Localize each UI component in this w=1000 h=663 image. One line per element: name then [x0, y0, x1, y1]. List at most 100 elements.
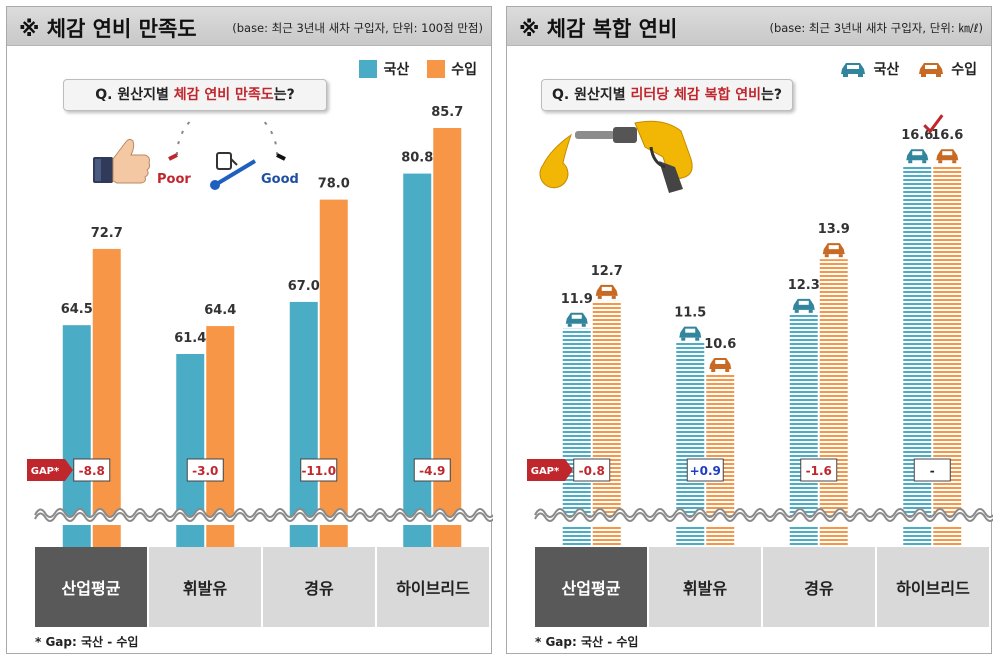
legend-swatch-domestic	[359, 60, 378, 78]
gap-value: -11.0	[301, 464, 336, 478]
gauge-good-label: Good	[261, 172, 299, 187]
value-label-domestic: 11.9	[561, 292, 593, 307]
value-label-domestic: 80.8	[401, 151, 433, 166]
value-label-imported: 85.7	[431, 105, 463, 120]
category-gasoline: 휘발유	[649, 547, 761, 627]
question-suffix: 는?	[761, 87, 783, 103]
question-bubble: Q. 원산지별 체감 연비 만족도는?	[63, 79, 327, 111]
gap-box	[573, 458, 611, 482]
bar-domestic	[289, 301, 318, 547]
fuel-economy-panel: ※ 체감 복합 연비 (base: 최근 3년내 새차 구입자, 단위: ㎞/ℓ…	[506, 6, 993, 654]
value-label-domestic: 11.5	[674, 306, 706, 321]
gap-tag-label: GAP*	[531, 466, 560, 477]
car-icon-imported	[936, 149, 959, 164]
satisfaction-bar-chart: 64.5 72.7 -8.8 61.4 64.4 -3.0 67.0 78.0 -11.0 80.…	[27, 105, 493, 547]
base-note: (base: 최근 3년내 새차 구입자, 단위: ㎞/ℓ)	[769, 21, 983, 35]
fuel-gauge-icon	[168, 119, 286, 190]
car-icon-domestic	[792, 298, 815, 313]
gap-value: -	[930, 464, 935, 478]
category-group: 64.5 72.7 -8.8	[61, 226, 123, 547]
value-label-imported: 12.7	[591, 264, 623, 279]
fuel-nozzle-icon	[575, 120, 693, 193]
bar-imported	[592, 300, 621, 547]
gap-value: -1.6	[806, 464, 832, 478]
gap-value: +0.9	[690, 464, 721, 478]
gap-tag: GAP*	[527, 459, 573, 481]
gap-value: -0.8	[579, 464, 605, 478]
car-icon-imported	[709, 358, 732, 372]
bar-domestic	[789, 314, 818, 547]
value-label-imported: 78.0	[318, 177, 350, 192]
gap-box	[800, 458, 838, 482]
category-hybrid: 하이브리드	[377, 547, 489, 627]
value-label-domestic: 16.6	[901, 128, 933, 143]
panel-title: ※ 체감 연비 만족도	[19, 17, 197, 41]
category-diesel: 경유	[763, 547, 875, 627]
gap-box	[413, 458, 451, 482]
legend-imported: 수입	[917, 59, 977, 79]
gap-box	[913, 458, 951, 482]
category-diesel: 경유	[263, 547, 375, 627]
bar-domestic	[903, 165, 932, 547]
category-industry-average: 산업평균	[535, 547, 647, 627]
gap-box	[73, 458, 111, 482]
value-label-imported: 72.7	[91, 226, 123, 241]
satisfaction-panel: ※ 체감 연비 만족도 (base: 최근 3년내 새차 구입자, 단위: 10…	[6, 6, 493, 654]
category-hybrid: 하이브리드	[877, 547, 989, 627]
category-group: 11.9 12.7 -0.8	[561, 264, 623, 547]
category-industry-average: 산업평균	[35, 547, 147, 627]
legend-domestic: 국산	[359, 59, 409, 79]
bar-imported	[319, 199, 348, 547]
value-label-domestic: 64.5	[61, 302, 93, 317]
question-prefix: Q. 원산지별	[95, 87, 174, 103]
value-label-imported: 16.6	[931, 128, 963, 143]
bar-imported	[92, 248, 121, 547]
car-icon-domestic	[679, 326, 702, 341]
value-label-imported: 10.6	[704, 337, 736, 352]
car-icon-imported	[822, 243, 845, 258]
category-group: 67.0 78.0 -11.0	[288, 177, 350, 547]
bar-imported	[433, 128, 462, 547]
question-suffix: 는?	[273, 87, 295, 103]
fuel-drop-icon	[539, 133, 572, 189]
check-mark-icon	[923, 114, 944, 134]
category-group: 12.3 13.9 -1.6	[788, 222, 850, 547]
legend-label-imported: 수입	[951, 62, 977, 78]
gap-tag-label: GAP*	[31, 466, 60, 477]
base-note: (base: 최근 3년내 새차 구입자, 단위: 100점 만점)	[232, 21, 483, 35]
gap-value: -4.9	[419, 464, 445, 478]
bar-imported	[933, 165, 962, 547]
legend: 국산 수입	[829, 59, 977, 79]
legend-label-domestic: 국산	[383, 62, 410, 78]
panel-title: ※ 체감 복합 연비	[519, 17, 678, 41]
question-bubble: Q. 원산지별 리터당 체감 복합 연비는?	[541, 79, 793, 111]
category-axis: 산업평균 휘발유 경유 하이브리드	[535, 547, 989, 627]
footnote: * Gap: 국산 - 수입	[535, 635, 639, 649]
car-icon-domestic	[565, 312, 588, 327]
panel-header: ※ 체감 복합 연비 (base: 최근 3년내 새차 구입자, 단위: ㎞/ℓ…	[507, 7, 991, 46]
gap-value: -3.0	[192, 464, 218, 478]
legend-label-imported: 수입	[451, 62, 477, 78]
legend-imported: 수입	[427, 59, 477, 79]
thumbs-up-icon	[93, 138, 151, 184]
category-group: 80.8 85.7 -4.9	[401, 105, 463, 547]
gauge-poor-label: Poor	[157, 172, 191, 187]
legend-domestic: 국산	[839, 59, 899, 79]
car-icon-imported	[919, 63, 944, 77]
category-group: 61.4 64.4 -3.0	[174, 303, 236, 547]
value-label-imported: 13.9	[818, 222, 850, 237]
gap-tag: GAP*	[27, 459, 73, 481]
category-axis: 산업평균 휘발유 경유 하이브리드	[35, 547, 489, 627]
bar-imported	[819, 259, 848, 547]
gap-box	[300, 458, 338, 482]
car-icon-imported	[595, 284, 618, 299]
panel-header: ※ 체감 연비 만족도 (base: 최근 3년내 새차 구입자, 단위: 10…	[7, 7, 491, 46]
bar-domestic	[403, 173, 432, 547]
gap-box	[186, 458, 224, 482]
value-label-domestic: 67.0	[288, 279, 320, 294]
footnote: * Gap: 국산 - 수입	[35, 635, 139, 649]
question-highlight: 체감 연비 만족도	[173, 87, 274, 103]
category-group: 16.616.6 -	[901, 114, 963, 547]
car-icon-domestic	[841, 63, 866, 77]
value-label-domestic: 12.3	[788, 278, 820, 293]
